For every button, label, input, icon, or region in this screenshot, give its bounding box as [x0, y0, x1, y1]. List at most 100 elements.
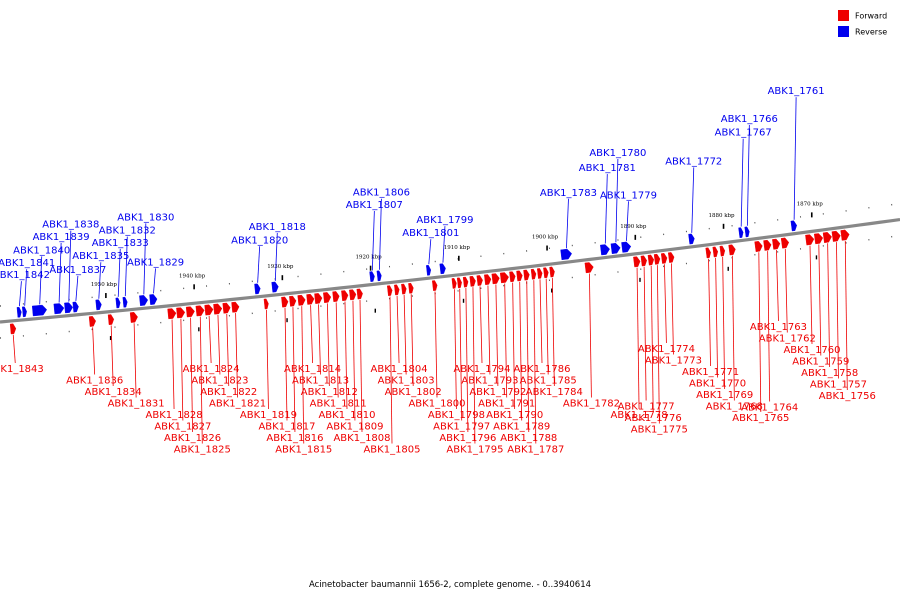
gene-label-abk1-1804: ABK1_1804	[371, 364, 428, 375]
gene-abk1-1819	[263, 298, 269, 310]
gene-abk1-1801	[426, 264, 432, 276]
gene-label-abk1-1774: ABK1_1774	[638, 344, 695, 355]
leader-abk1-1815	[301, 306, 305, 444]
gene-label-abk1-1778: ABK1_1778	[611, 410, 668, 421]
leader-abk1-1770	[715, 257, 718, 378]
leader-abk1-1777	[643, 266, 647, 401]
leader-abk1-1830	[143, 223, 147, 295]
gene-abk1-1820	[254, 283, 261, 295]
leader-abk1-1827	[180, 318, 184, 421]
leader-abk1-1786	[539, 279, 543, 364]
gene-abk1-1836	[88, 316, 96, 327]
leader-abk1-1802	[410, 294, 414, 387]
gene-label-abk1-1807: ABK1_1807	[346, 200, 403, 211]
gene-abk1-1840	[31, 304, 47, 317]
gene-abk1-1826	[185, 306, 195, 318]
leader-abk1-1824	[208, 315, 212, 364]
gene-label-abk1-1843: ABK1_1843	[0, 364, 44, 375]
gene-abk1-1779	[621, 241, 632, 253]
gene-label-abk1-1810: ABK1_1810	[318, 410, 375, 421]
gene-abk1-1799	[439, 263, 446, 275]
leader-abk1-1792	[495, 284, 499, 387]
gene-abk1-1822	[222, 302, 231, 314]
gene-abk1-1810	[341, 290, 349, 302]
gene-label-abk1-1758: ABK1_1758	[801, 368, 858, 379]
leader-abk1-1822	[226, 313, 230, 387]
gene-abk1-1843	[9, 323, 17, 335]
leader-abk1-1813	[318, 304, 321, 375]
gene-abk1-1762	[780, 237, 790, 249]
gene-label-abk1-1783: ABK1_1783	[540, 188, 597, 199]
gene-label-abk1-1792: ABK1_1792	[469, 387, 526, 398]
gene-label-abk1-1773: ABK1_1773	[645, 356, 702, 367]
gene-abk1-1812	[323, 292, 332, 303]
leader-abk1-1780	[615, 158, 619, 243]
gene-label-abk1-1787: ABK1_1787	[507, 445, 564, 456]
leader-abk1-1841	[24, 269, 28, 306]
leader-abk1-1803	[403, 294, 407, 375]
leader-abk1-1800	[434, 291, 438, 398]
gene-abk1-1786	[536, 268, 543, 279]
gene-abk1-1783	[560, 248, 572, 261]
leader-abk1-1787	[533, 280, 537, 444]
leader-abk1-1759	[818, 244, 822, 356]
gene-abk1-1771	[705, 247, 711, 259]
gene-abk1-1828	[167, 308, 177, 320]
gene-label-abk1-1808: ABK1_1808	[333, 433, 390, 444]
leader-abk1-1808	[359, 299, 363, 433]
gene-label-abk1-1782: ABK1_1782	[563, 399, 620, 410]
tick-mark-lower	[727, 266, 729, 271]
gene-abk1-1817	[281, 296, 289, 308]
tick-label: 1920 kbp	[356, 255, 383, 261]
tick-label: 1870 kbp	[797, 201, 824, 207]
gene-label-abk1-1793: ABK1_1793	[461, 376, 518, 387]
gene-label-abk1-1827: ABK1_1827	[154, 422, 211, 433]
gene-label-abk1-1802: ABK1_1802	[385, 387, 442, 398]
gene-abk1-1776	[647, 254, 655, 266]
gene-abk1-1757	[831, 230, 841, 242]
gene-abk1-1764	[763, 239, 772, 251]
label-leader-lines	[12, 97, 848, 444]
tick-label: 1910 kbp	[444, 245, 471, 251]
leader-abk1-1831	[133, 323, 137, 398]
leader-abk1-1810	[344, 301, 348, 410]
leader-abk1-1837	[75, 275, 79, 301]
tick-mark	[369, 265, 372, 271]
gene-abk1-1835	[95, 299, 102, 311]
gene-abk1-1789	[516, 270, 523, 282]
gene-label-abk1-1764: ABK1_1764	[741, 403, 798, 414]
leader-abk1-1775	[656, 265, 660, 424]
legend-swatch-reverse	[838, 26, 849, 37]
gene-label-abk1-1813: ABK1_1813	[292, 376, 349, 387]
leader-abk1-1806	[379, 198, 382, 270]
tick-mark-lower	[462, 298, 465, 303]
gene-label-abk1-1756: ABK1_1756	[819, 391, 876, 402]
tick-mark	[281, 275, 284, 281]
gene-abk1-1780	[610, 243, 621, 254]
leader-abk1-1834	[110, 325, 114, 387]
gene-label-abk1-1831: ABK1_1831	[108, 399, 165, 410]
tick-mark	[546, 245, 548, 251]
gene-abk1-1785	[543, 267, 549, 279]
gene-label-abk1-1841: ABK1_1841	[0, 258, 55, 269]
tick-label: 1900 kbp	[532, 235, 559, 241]
gene-label-abk1-1839: ABK1_1839	[33, 232, 90, 243]
leader-abk1-1773	[671, 263, 674, 355]
tick-mark	[193, 284, 195, 290]
gene-label-abk1-1785: ABK1_1785	[520, 376, 577, 387]
gene-label-abk1-1795: ABK1_1795	[446, 445, 503, 456]
gene-label-abk1-1775: ABK1_1775	[631, 425, 688, 436]
leader-abk1-1801	[428, 239, 432, 265]
leader-abk1-1758	[827, 243, 831, 368]
gene-abk1-1830	[139, 295, 149, 306]
gene-label-abk1-1842: ABK1_1842	[0, 270, 50, 281]
gene-label-abk1-1825: ABK1_1825	[174, 445, 231, 456]
gene-label-abk1-1763: ABK1_1763	[750, 322, 807, 333]
gene-label-abk1-1757: ABK1_1757	[810, 380, 867, 391]
gene-abk1-1763	[772, 238, 781, 250]
gene-label-abk1-1817: ABK1_1817	[258, 422, 315, 433]
leader-abk1-1814	[310, 305, 313, 364]
gene-abk1-1787	[530, 268, 537, 280]
gene-label-abk1-1759: ABK1_1759	[792, 357, 849, 368]
leader-abk1-1835	[98, 262, 102, 299]
